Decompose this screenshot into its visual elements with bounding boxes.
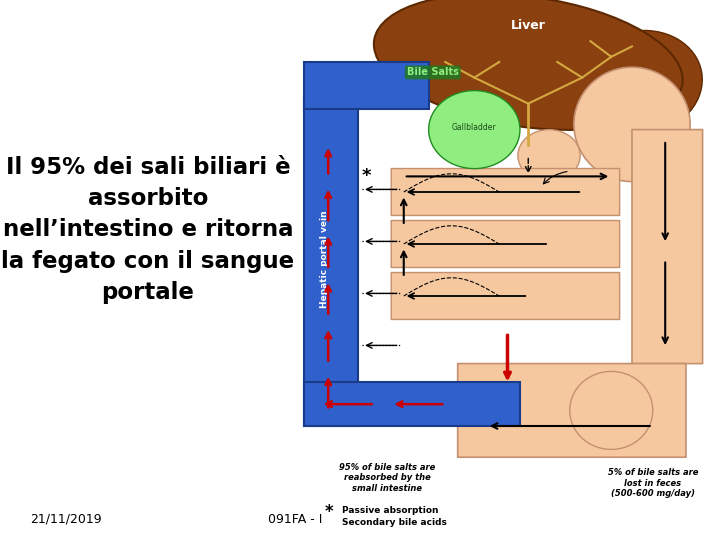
Text: Gallbladder: Gallbladder [452, 123, 497, 132]
Ellipse shape [570, 372, 653, 449]
Text: 091FA - I: 091FA - I [268, 513, 322, 526]
FancyBboxPatch shape [304, 62, 428, 109]
Text: *: * [325, 503, 333, 521]
Text: Passive absorption: Passive absorption [341, 506, 438, 515]
FancyBboxPatch shape [391, 273, 620, 320]
Text: Liver: Liver [510, 19, 546, 32]
Text: *: * [361, 167, 371, 185]
Ellipse shape [574, 67, 690, 181]
Ellipse shape [428, 91, 520, 168]
Text: Hepatic portal vein: Hepatic portal vein [320, 211, 328, 308]
Text: 95% of bile salts are
reabsorbed by the
small intestine: 95% of bile salts are reabsorbed by the … [339, 463, 436, 493]
Text: Il 95% dei sali biliari è
assorbito
nell’intestino e ritorna
la fegato con il sa: Il 95% dei sali biliari è assorbito nell… [1, 156, 294, 303]
Ellipse shape [578, 30, 702, 135]
FancyBboxPatch shape [304, 98, 358, 426]
Text: 5% of bile salts are
lost in feces
(500-600 mg/day): 5% of bile salts are lost in feces (500-… [608, 468, 698, 498]
FancyBboxPatch shape [304, 382, 520, 426]
FancyBboxPatch shape [458, 363, 686, 457]
Text: Secondary bile acids: Secondary bile acids [341, 518, 446, 526]
Text: 21/11/2019: 21/11/2019 [30, 513, 102, 526]
FancyBboxPatch shape [391, 220, 620, 267]
FancyBboxPatch shape [391, 168, 620, 215]
Text: Bile Salts: Bile Salts [407, 68, 459, 77]
Ellipse shape [518, 130, 580, 181]
Ellipse shape [374, 0, 683, 130]
FancyBboxPatch shape [632, 130, 703, 363]
